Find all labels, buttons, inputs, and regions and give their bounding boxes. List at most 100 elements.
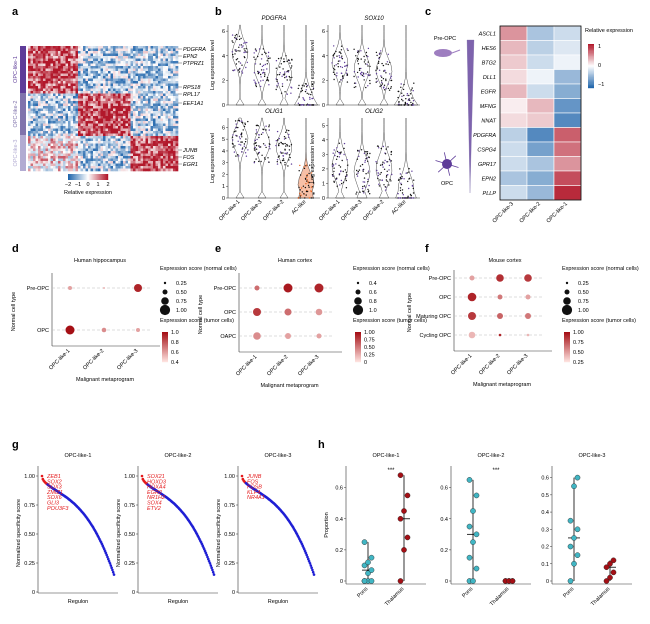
heatmap-cell — [125, 53, 129, 57]
color-legend-cell — [564, 332, 570, 334]
heatmap-cell — [88, 108, 91, 112]
heatmap-cell — [95, 131, 99, 134]
heatmap-cell — [145, 68, 149, 72]
heatmap-cell — [163, 61, 166, 64]
heatmap-cell — [103, 113, 106, 117]
heatmap-cell — [95, 118, 99, 122]
heatmap-cell — [133, 126, 136, 129]
heatmap-cell — [88, 68, 91, 72]
heatmap-cell — [135, 153, 139, 157]
heatmap-cell — [50, 128, 54, 132]
heatmap-cell — [90, 91, 94, 94]
heatmap-cell — [140, 143, 144, 147]
heatmap-cell — [133, 131, 136, 134]
heatmap-cell — [128, 168, 131, 172]
heatmap-cell — [58, 133, 61, 137]
heatmap-cell — [108, 63, 111, 67]
heatmap-cell — [125, 86, 129, 89]
heatmap-cell — [93, 151, 96, 154]
heatmap-cell — [128, 166, 131, 169]
heatmap-cell — [30, 96, 34, 99]
h-data-point — [567, 543, 574, 550]
violin-point — [284, 91, 286, 93]
heatmap-cell — [80, 96, 84, 99]
violin-point — [343, 142, 346, 145]
heatmap-cell — [110, 106, 114, 109]
heatmap-cell — [70, 96, 74, 99]
heatmap-cell — [140, 153, 144, 157]
violin-point — [280, 92, 283, 94]
heatmap-cell — [130, 156, 134, 159]
heatmap-cell — [155, 73, 159, 77]
violin-point — [387, 174, 389, 176]
heatmap-cell — [163, 51, 166, 54]
violin-point — [384, 153, 387, 155]
heatmap-cell — [53, 73, 56, 77]
violin-point — [404, 103, 407, 105]
violin-point — [388, 169, 390, 171]
violin-point — [356, 158, 359, 160]
heatmap-cell — [103, 71, 106, 74]
violin-point — [346, 74, 349, 76]
heatmap-cell — [88, 46, 91, 49]
heatmap-cell — [95, 91, 99, 94]
heatmap-cell — [80, 53, 84, 57]
heatmap-cell — [78, 78, 81, 82]
violin-point — [307, 104, 309, 106]
heatmap-cell — [55, 76, 59, 79]
heatmap-cell — [105, 103, 109, 107]
heatmap-cell — [105, 48, 109, 52]
heatmap-cell — [80, 101, 84, 104]
violin-point — [262, 79, 264, 82]
heatmap-cell — [118, 143, 121, 147]
heatmap-cell — [150, 68, 154, 72]
heatmap-cell — [93, 106, 96, 109]
heatmap-cell — [68, 138, 71, 142]
heatmap-cell — [40, 56, 44, 59]
heatmap-cell — [140, 58, 144, 62]
heatmap-cell — [78, 163, 81, 167]
heatmap-cell — [63, 133, 66, 137]
heatmap-cell — [165, 86, 169, 89]
heatmap-cell — [150, 146, 154, 149]
heatmap-cell — [58, 143, 61, 147]
heatmap-cell — [48, 51, 51, 54]
heatmap-cell — [138, 111, 141, 114]
heatmap-cell — [160, 168, 164, 172]
heatmap-cell — [103, 141, 106, 144]
heatmap-cell — [98, 123, 101, 127]
violin-point — [267, 157, 269, 159]
violin-point — [255, 124, 258, 127]
heatmap-cell — [28, 126, 31, 129]
heatmap-cell — [135, 126, 139, 129]
heatmap-cell — [63, 126, 66, 129]
violin-point — [369, 79, 371, 82]
heatmap-cell — [73, 126, 76, 129]
violin-point — [340, 72, 343, 74]
heatmap-cell — [60, 71, 64, 74]
violin-point — [246, 51, 248, 53]
heatmap-cell — [70, 73, 74, 77]
heatmap-cell — [168, 166, 171, 169]
heatmap-cell — [68, 146, 71, 149]
heatmap-cell — [123, 148, 126, 152]
c-gene-label: ASCL1 — [478, 31, 496, 37]
c-gene-label: EPN2 — [482, 176, 496, 182]
heatmap-cell — [103, 121, 106, 124]
heatmap-cell — [35, 163, 39, 167]
heatmap-cell — [138, 81, 141, 84]
dot-mark — [283, 283, 293, 293]
heatmap-cell — [165, 141, 169, 144]
color-legend-cell — [564, 350, 570, 352]
heatmap-cell — [63, 116, 66, 119]
heatmap-cell — [133, 113, 136, 117]
heatmap-cell — [60, 81, 64, 84]
g-regulon-point — [40, 474, 44, 478]
heatmap-cell — [140, 136, 144, 139]
violin-point — [353, 48, 355, 50]
heatmap-cell — [138, 163, 141, 167]
heatmap-cell — [160, 143, 164, 147]
g-xlabel: Regulon — [168, 599, 189, 605]
violin-point — [303, 85, 305, 87]
heatmap-cell — [120, 106, 124, 109]
